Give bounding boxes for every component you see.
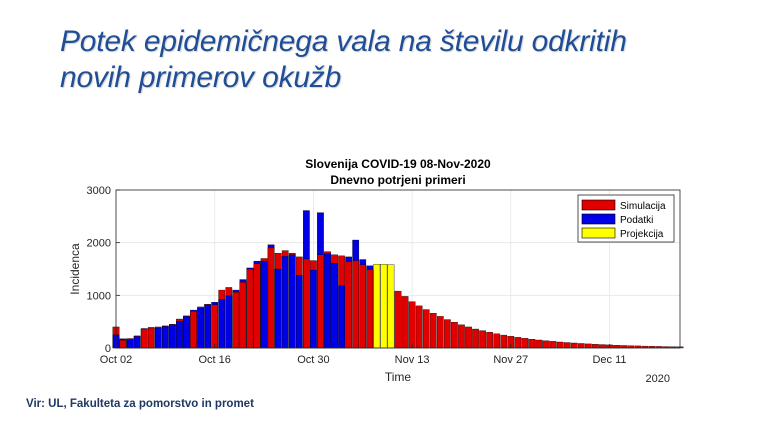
podatki-bar: [162, 326, 169, 349]
slide-title-line-2: novih primerov okužb: [60, 61, 342, 94]
simulacija-future-bar: [570, 342, 578, 349]
podatki-bar: [338, 285, 345, 349]
simulacija-future-bar: [514, 337, 522, 349]
simulacija-future-bar: [472, 328, 479, 349]
podatki-bar: [295, 275, 303, 349]
podatki-bar: [218, 299, 226, 349]
slide-title: Potek epidemičnega vala na številu odkri…: [60, 24, 750, 96]
simulacija-future-bar: [500, 334, 508, 349]
year-label: 2020: [646, 373, 670, 385]
simulacija-future-bar: [592, 344, 599, 349]
y-tick-label: 2000: [87, 238, 111, 250]
simulacija-future-bar: [415, 305, 423, 349]
podatki-bar: [183, 316, 190, 349]
podatki-bar: [176, 320, 183, 349]
simulacija-bar: [253, 263, 261, 349]
podatki-bar: [281, 256, 289, 349]
simulacija-future-bar: [422, 309, 430, 349]
simulacija-future-bar: [458, 324, 465, 349]
podatki-bar: [288, 254, 296, 349]
y-tick-label: 1000: [87, 290, 111, 302]
simulacija-future-bar: [549, 341, 557, 349]
x-tick-label: Oct 16: [198, 354, 230, 366]
simulacija-future-bar: [436, 316, 444, 349]
projekcija-bar: [387, 264, 395, 349]
simulacija-future-bar: [577, 343, 585, 349]
simulacija-bar: [267, 247, 275, 349]
simulacija-bar: [246, 268, 254, 349]
podatki-bar: [154, 327, 162, 349]
simulacija-future-bar: [394, 290, 402, 349]
legend-label-simulacija: Simulacija: [620, 201, 666, 212]
podatki-bar: [310, 269, 317, 349]
simulacija-future-bar: [408, 301, 416, 349]
simulacija-future-bar: [465, 326, 472, 349]
legend: Simulacija Podatki Projekcija: [577, 194, 675, 243]
simulacija-bar: [303, 258, 310, 349]
simulacija-future-bar: [401, 296, 409, 349]
simulacija-future-bar: [563, 342, 571, 349]
legend-swatch-podatki: [581, 213, 616, 225]
podatki-bar: [260, 260, 268, 349]
legend-label-podatki: Podatki: [620, 215, 653, 226]
bars: [112, 210, 684, 349]
podatki-bar: [225, 295, 233, 349]
podatki-bar: [331, 263, 338, 349]
podatki-bar: [274, 268, 282, 349]
plot-border: [115, 189, 681, 349]
simulacija-bar: [190, 310, 197, 349]
simulacija-bar: [232, 291, 240, 349]
simulacija-future-bar: [535, 339, 543, 349]
simulacija-bar: [211, 304, 219, 349]
slide-title-line-1: Potek epidemičnega vala na številu odkri…: [60, 25, 627, 58]
x-axis-label: Time: [385, 370, 412, 384]
legend-label-projekcija: Projekcija: [620, 229, 664, 240]
simulacija-future-bar: [585, 343, 592, 349]
simulacija-future-bar: [528, 339, 536, 349]
simulacija-future-bar: [542, 340, 550, 349]
simulacija-future-bar: [479, 330, 486, 349]
podatki-bar: [197, 307, 204, 349]
podatki-bar: [133, 336, 141, 349]
simulacija-bar: [317, 254, 324, 349]
podatki-bar: [169, 324, 176, 349]
x-tick-label: Dec 11: [592, 354, 626, 366]
simulacija-future-bar: [521, 338, 529, 349]
x-tick-label: Oct 30: [297, 354, 329, 366]
simulacija-future-bar: [451, 322, 458, 349]
source-credit: Vir: UL, Fakulteta za pomorstvo in prome…: [26, 398, 254, 410]
chart-subtitle: Dnevno potrjeni primeri: [330, 173, 465, 187]
x-tick-label: Oct 02: [100, 354, 132, 366]
simulacija-future-bar: [429, 313, 437, 349]
legend-swatch-simulacija: [581, 199, 616, 211]
simulacija-bar: [147, 327, 155, 349]
legend-swatch-projekcija: [581, 227, 616, 239]
simulacija-bar: [239, 281, 247, 349]
x-tick-label: Nov 13: [395, 354, 430, 366]
simulacija-bar: [140, 328, 148, 349]
simulacija-bar: [359, 264, 367, 349]
simulacija-future-bar: [613, 345, 620, 349]
y-tick-label: 3000: [87, 185, 111, 197]
y-tick-label: 0: [105, 343, 111, 355]
chart-title: Slovenija COVID-19 08-Nov-2020: [305, 157, 491, 171]
simulacija-future-bar: [556, 341, 564, 349]
y-axis-label: Incidenca: [68, 243, 82, 295]
simulacija-future-bar: [493, 333, 501, 349]
x-tick-label: Nov 27: [493, 354, 528, 366]
simulacija-future-bar: [599, 344, 606, 349]
simulacija-future-bar: [444, 319, 451, 349]
simulacija-bar: [119, 339, 127, 349]
projekcija-bar: [380, 264, 388, 349]
axis-ticks: 0 1000 2000 3000 Oct 02 Oct 16 Oct 30 Nov 13 Nov…: [87, 185, 627, 366]
projekcija-bar: [373, 264, 381, 349]
simulacija-bar: [352, 260, 360, 349]
podatki-bar: [324, 253, 331, 349]
podatki-bar: [204, 304, 211, 349]
simulacija-future-bar: [486, 332, 493, 349]
simulacija-bar: [345, 261, 352, 349]
simulacija-bar: [366, 269, 374, 349]
podatki-bar: [126, 339, 134, 349]
